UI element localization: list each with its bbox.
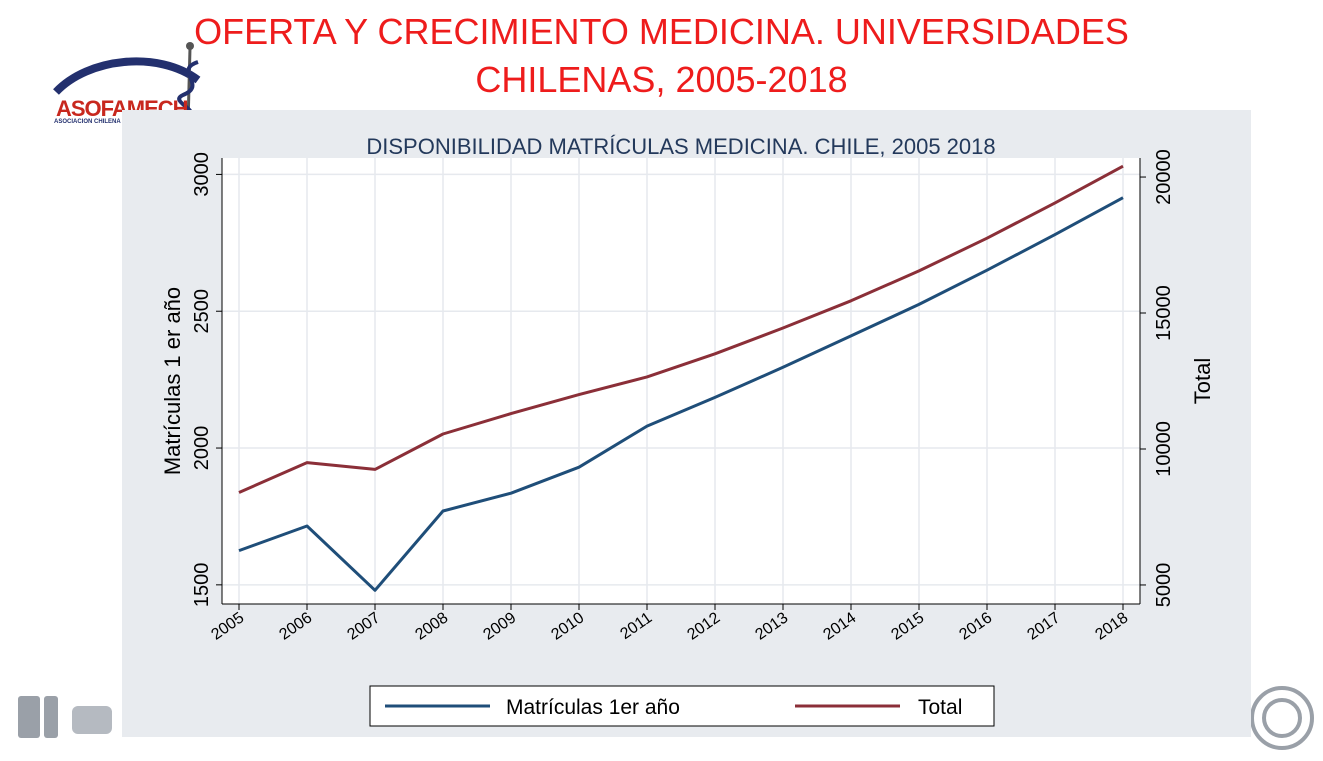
x-tick-label: 2009 — [480, 609, 519, 643]
footer-logos-band — [0, 680, 1323, 756]
slide-title-line-1: OFERTA Y CRECIMIENTO MEDICINA. UNIVERSID… — [194, 11, 1129, 52]
legend: Matrículas 1er año Total — [369, 685, 995, 727]
x-tick-label: 2016 — [956, 609, 995, 643]
x-tick-label: 2014 — [820, 609, 859, 643]
right-tick-label: 20000 — [1153, 149, 1175, 205]
chart-container: DISPONIBILIDAD MATRÍCULAS MEDICINA. CHIL… — [122, 110, 1251, 737]
right-y-ticks: 5000 10000 15000 20000 — [1140, 149, 1175, 607]
x-tick-label: 2006 — [276, 609, 315, 643]
x-tick-label: 2015 — [888, 609, 927, 643]
left-axis-label: Matrículas 1 er año — [160, 287, 185, 475]
left-y-ticks: 1500 2000 2500 3000 — [191, 152, 222, 607]
left-tick-label: 2000 — [191, 426, 213, 471]
x-tick-label: 2012 — [684, 609, 723, 643]
series-lines — [238, 164, 1124, 592]
left-tick-label: 2500 — [191, 289, 213, 334]
series-line-total — [238, 164, 1124, 494]
legend-label-first-year: Matrículas 1er año — [506, 696, 680, 719]
legend-label-total: Total — [918, 696, 962, 719]
series-line-first-year — [238, 196, 1124, 592]
footer-logo-right-icon — [1250, 686, 1314, 750]
right-tick-label: 15000 — [1153, 285, 1175, 341]
x-tick-label: 2010 — [548, 609, 587, 643]
plot-area — [222, 158, 1140, 604]
x-tick-label: 2008 — [412, 609, 451, 643]
x-tick-label: 2013 — [752, 609, 791, 643]
x-tick-label: 2005 — [208, 609, 247, 643]
slide-title: OFERTA Y CRECIMIENTO MEDICINA. UNIVERSID… — [0, 8, 1323, 104]
right-tick-label: 5000 — [1153, 563, 1175, 608]
gridlines — [222, 158, 1140, 604]
logo-subtext: ASOCIACION CHILENA — [54, 119, 121, 125]
x-tick-label: 2018 — [1092, 609, 1131, 643]
x-ticks: 2005 2006 2007 2008 2009 2010 2011 2012 2013 2014… — [208, 604, 1131, 644]
footer-logo-left-icon — [18, 696, 112, 738]
line-chart: DISPONIBILIDAD MATRÍCULAS MEDICINA. CHIL… — [160, 134, 1215, 727]
right-tick-label: 10000 — [1153, 421, 1175, 477]
chart-title: DISPONIBILIDAD MATRÍCULAS MEDICINA. CHIL… — [366, 134, 995, 159]
right-axis-label: Total — [1190, 358, 1215, 404]
x-tick-label: 2011 — [617, 609, 655, 643]
slide-title-line-2: CHILENAS, 2005-2018 — [475, 59, 848, 100]
x-tick-label: 2017 — [1024, 609, 1063, 643]
left-tick-label: 1500 — [191, 563, 213, 608]
x-tick-label: 2007 — [344, 609, 383, 643]
left-tick-label: 3000 — [191, 152, 213, 197]
